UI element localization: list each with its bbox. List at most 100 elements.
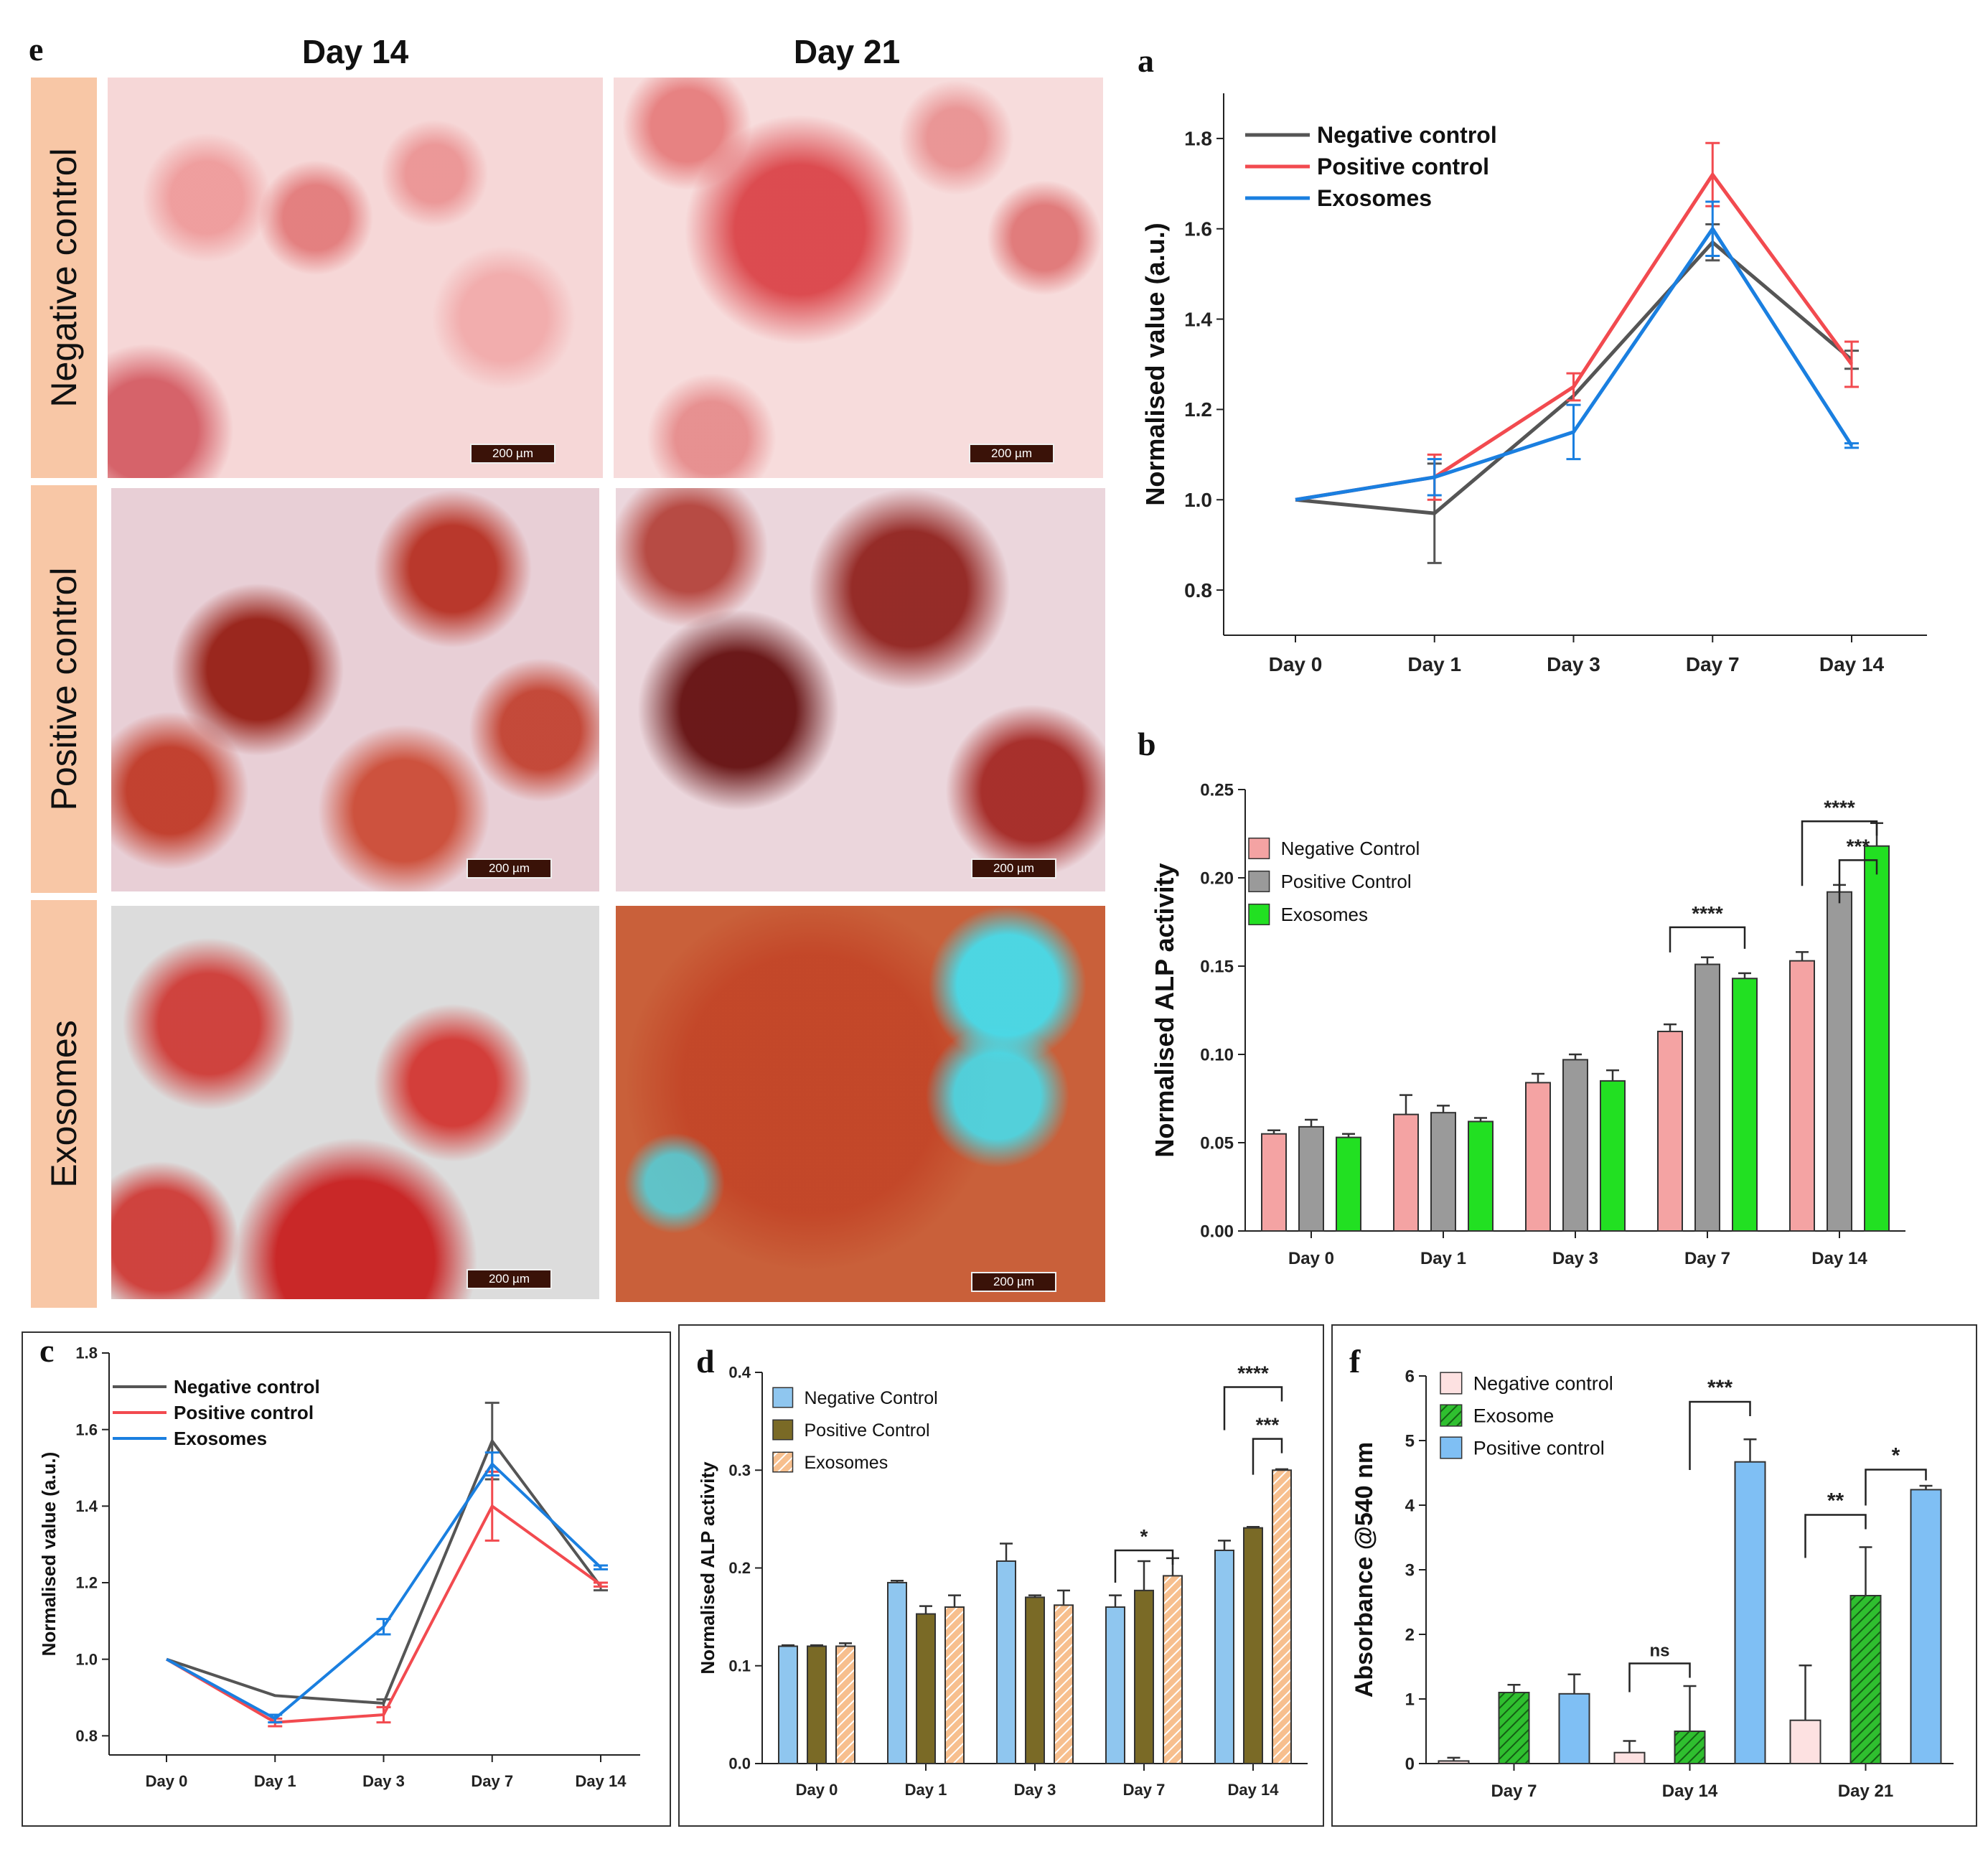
bar-2 [1468, 1120, 1494, 1232]
x-tick-label: Day 14 [576, 1772, 627, 1790]
y-tick-label: 0.10 [1200, 1045, 1234, 1064]
x-tick-label: Day 0 [796, 1781, 838, 1799]
legend-label: Exosomes [1317, 185, 1432, 211]
x-tick-label: Day 1 [1407, 653, 1461, 675]
y-tick-label: 0.3 [728, 1461, 751, 1479]
bar-0 [887, 1581, 907, 1764]
x-tick-label: Day 7 [1491, 1782, 1537, 1801]
x-tick-label: Day 14 [1228, 1781, 1280, 1799]
y-tick-label: 0.4 [728, 1364, 751, 1382]
y-tick-label: 1.6 [75, 1420, 98, 1438]
x-tick-label: Day 7 [471, 1772, 513, 1790]
bar-1 [916, 1613, 936, 1764]
bar-1 [1562, 1059, 1588, 1232]
significance-label: * [1140, 1525, 1148, 1548]
y-tick-label: 1 [1405, 1690, 1415, 1709]
legend-swatch [1440, 1372, 1463, 1395]
y-tick-label: 1.4 [75, 1497, 98, 1515]
x-tick-label: Day 1 [905, 1781, 947, 1799]
bar-2 [1732, 978, 1758, 1232]
x-tick-label: Day 1 [1420, 1249, 1466, 1268]
y-tick-label: 0.8 [1184, 579, 1212, 601]
y-tick-label: 1.6 [1184, 218, 1212, 240]
bar-1 [1134, 1589, 1154, 1764]
bar-0 [1261, 1133, 1287, 1232]
legend-swatch [1248, 837, 1270, 860]
legend-label: Exosomes [174, 1428, 267, 1449]
micrograph-exosomes-day21: 200 µm [616, 906, 1105, 1302]
bar-0 [1657, 1031, 1683, 1232]
micrograph-positive-day14: 200 µm [111, 488, 599, 891]
row-label-negative-text: Negative control [44, 148, 84, 408]
significance-label: *** [1707, 1376, 1733, 1400]
panel-letter-c: c [39, 1332, 55, 1369]
x-tick-label: Day 21 [1838, 1782, 1893, 1801]
significance-bracket [1838, 859, 1878, 904]
panel-d-frame [678, 1324, 1324, 1827]
significance-bracket [1223, 1386, 1283, 1431]
legend-label: Negative control [174, 1376, 320, 1397]
bar-1 [1849, 1595, 1882, 1764]
y-tick-label: 2 [1405, 1625, 1415, 1644]
row-label-negative: Negative control [31, 78, 97, 478]
legend-label: Negative control [1317, 122, 1497, 148]
y-tick-label: 4 [1405, 1496, 1415, 1515]
y-tick-label: 0.25 [1200, 780, 1234, 800]
x-tick-label: Day 3 [1547, 653, 1600, 675]
legend-label: Negative control [1473, 1372, 1613, 1394]
y-tick-label: 0.05 [1200, 1133, 1234, 1153]
bar-2 [1336, 1136, 1361, 1232]
y-axis-label: Absorbance @540 nm [1351, 1442, 1378, 1698]
y-tick-label: 0 [1405, 1754, 1415, 1774]
row-label-positive-text: Positive control [44, 567, 84, 811]
x-tick-label: Day 7 [1684, 1249, 1730, 1268]
significance-bracket [1114, 1549, 1174, 1583]
chart-a: 0.8 1.0 1.2 1.4 1.6 1.8 Normalised value (a.u.… [1140, 93, 1927, 675]
bar-1 [1025, 1596, 1045, 1764]
bar-1 [1694, 963, 1720, 1232]
micrograph-negative-day21: 200 µm [614, 78, 1103, 478]
legend-swatch [772, 1451, 794, 1473]
bar-2 [835, 1645, 855, 1764]
y-tick-label: 0.0 [728, 1755, 751, 1773]
bar-0 [1438, 1760, 1470, 1765]
column-header-day21: Day 21 [793, 33, 901, 70]
legend-label: Positive Control [805, 1420, 930, 1441]
y-tick-label: 3 [1405, 1560, 1415, 1580]
legend-swatch [772, 1387, 794, 1408]
column-header-day14: Day 14 [301, 33, 409, 70]
panel-f-frame [1331, 1324, 1977, 1827]
legend-label: Exosomes [1281, 904, 1368, 925]
micrograph-negative-day14: 200 µm [108, 78, 603, 478]
bar-1 [1243, 1527, 1263, 1764]
bar-2 [944, 1606, 965, 1764]
x-tick-label: Day 14 [1819, 653, 1885, 675]
bar-0 [1393, 1113, 1419, 1232]
panel-letter-a: a [1138, 42, 1154, 79]
significance-label: *** [1847, 835, 1870, 857]
series-line-1 [165, 1504, 602, 1724]
x-tick-label: Day 3 [362, 1772, 405, 1790]
x-tick-label: Day 0 [1269, 653, 1323, 675]
y-tick-label: 0.8 [75, 1727, 98, 1745]
bar-0 [1789, 1719, 1821, 1765]
significance-bracket [1628, 1662, 1691, 1693]
bar-0 [1214, 1549, 1234, 1764]
x-tick-label: Day 0 [146, 1772, 188, 1790]
panel-c-frame [22, 1331, 671, 1827]
series-line-0 [166, 1438, 602, 1705]
legend-swatch [772, 1419, 794, 1441]
bar-2 [1910, 1489, 1942, 1764]
bar-2 [1054, 1604, 1074, 1764]
x-tick-label: Day 3 [1014, 1781, 1056, 1799]
legend-label: Positive Control [1281, 871, 1412, 892]
x-tick-label: Day 14 [1662, 1782, 1718, 1801]
legend-swatch [1248, 870, 1270, 893]
scale-bar: 200 µm [470, 444, 555, 464]
y-tick-label: 1.0 [75, 1650, 98, 1668]
significance-label: ** [1827, 1489, 1844, 1513]
y-tick-label: 0.2 [728, 1559, 751, 1577]
scale-bar: 200 µm [969, 444, 1054, 464]
x-tick-label: Day 3 [1552, 1249, 1598, 1268]
y-tick-label: 0.00 [1200, 1222, 1234, 1241]
